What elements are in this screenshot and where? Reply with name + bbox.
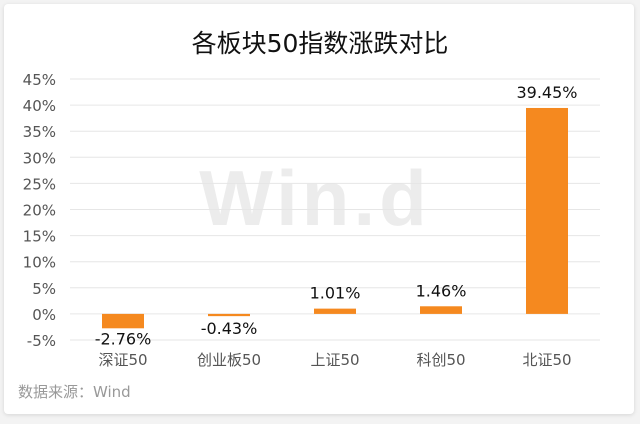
- bar: [208, 313, 250, 317]
- y-tick-label: 15%: [23, 228, 56, 246]
- y-tick-label: 25%: [23, 175, 56, 193]
- chart-title: 各板块50指数涨跌对比: [191, 29, 449, 58]
- x-tick-label: 上证50: [310, 351, 359, 369]
- data-label: -0.43%: [201, 319, 258, 338]
- x-tick-label: 深证50: [98, 351, 147, 369]
- y-tick-label: 30%: [23, 149, 56, 167]
- y-tick-label: 0%: [32, 306, 56, 324]
- watermark-logo: Win.d: [199, 154, 431, 242]
- y-tick-label: 10%: [23, 254, 56, 272]
- bar: [420, 306, 462, 314]
- y-tick-label: 45%: [23, 71, 56, 89]
- y-tick-label: 5%: [32, 280, 56, 298]
- data-source: 数据来源：Wind: [18, 383, 131, 401]
- data-label: 1.46%: [416, 281, 467, 300]
- y-tick-label: 20%: [23, 202, 56, 220]
- bar: [526, 107, 568, 314]
- data-label: 39.45%: [516, 83, 577, 102]
- y-tick-label: 40%: [23, 97, 56, 115]
- data-label: -2.76%: [95, 329, 152, 348]
- y-tick-label: -5%: [27, 332, 56, 350]
- y-tick-label: 35%: [23, 123, 56, 141]
- data-label: 1.01%: [310, 284, 361, 303]
- bar: [314, 308, 356, 314]
- x-tick-label: 北证50: [522, 351, 571, 369]
- bar: [102, 313, 144, 329]
- x-tick-label: 科创50: [416, 351, 465, 369]
- x-tick-label: 创业板50: [197, 351, 261, 369]
